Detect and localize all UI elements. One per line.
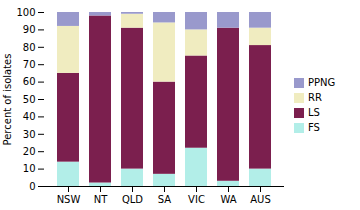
svg-text:50: 50	[23, 94, 36, 105]
svg-text:10: 10	[23, 163, 36, 174]
svg-text:Percent of isolates: Percent of isolates	[2, 54, 13, 146]
svg-text:30: 30	[23, 129, 36, 140]
svg-text:70: 70	[23, 59, 36, 70]
svg-text:NSW: NSW	[57, 194, 81, 205]
svg-text:100: 100	[16, 7, 35, 18]
svg-text:60: 60	[23, 76, 36, 87]
svg-text:VIC: VIC	[188, 194, 205, 205]
svg-text:NT: NT	[94, 194, 108, 205]
svg-text:80: 80	[23, 42, 36, 53]
html-text:RR: RR	[308, 92, 322, 103]
html-text:PPNG: PPNG	[308, 77, 336, 88]
svg-text:WA: WA	[220, 194, 236, 205]
svg-text:0: 0	[29, 181, 35, 192]
svg-text:SA: SA	[158, 194, 172, 205]
svg-text:20: 20	[23, 146, 36, 157]
html-text:LS: LS	[308, 107, 320, 118]
svg-text:QLD: QLD	[122, 194, 143, 205]
svg-text:40: 40	[23, 111, 36, 122]
svg-text:90: 90	[23, 24, 36, 35]
html-text:FS: FS	[308, 122, 320, 133]
svg-text:AUS: AUS	[250, 194, 271, 205]
